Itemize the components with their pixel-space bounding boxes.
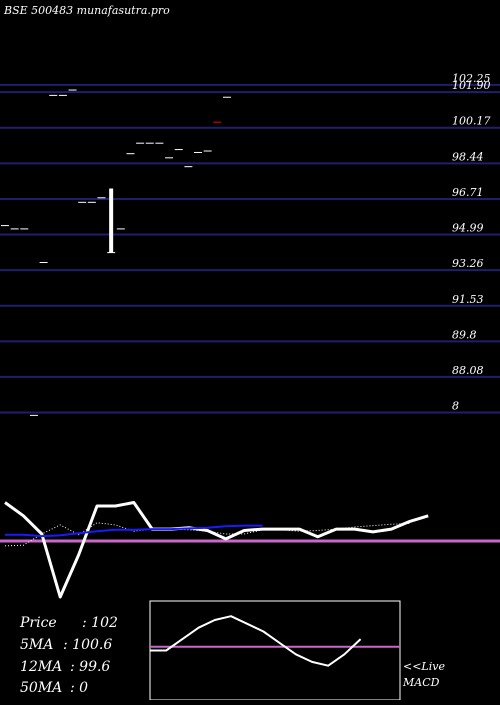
legend-ma50-value: : 0 <box>70 680 88 696</box>
ma-legend: Price : 102 5MA : 100.6 12MA : 99.6 50MA… <box>19 615 118 696</box>
legend-price-label: Price <box>19 615 57 631</box>
moving-average-panel <box>0 501 500 599</box>
y-axis-label: 93.26 <box>452 257 484 270</box>
chart-title: BSE 500483 munafasutra.pro <box>3 4 170 17</box>
legend-ma5-label: 5MA <box>20 637 53 653</box>
price-candles <box>1 89 231 416</box>
y-axis-label: 8 <box>452 399 459 412</box>
legend-ma50-label: 50MA <box>20 680 62 696</box>
y-axis-label: 94.99 <box>452 221 484 234</box>
macd-label-live: <<Live <box>403 660 445 673</box>
macd-label-macd: MACD <box>402 676 440 689</box>
macd-lines <box>150 615 400 667</box>
y-axis-label: 96.71 <box>452 186 484 199</box>
macd-panel: <<Live MACD <box>149 600 445 701</box>
legend-ma5-value: : 100.6 <box>63 637 112 653</box>
y-axis-label: 98.44 <box>452 150 484 163</box>
y-axis-label: 88.08 <box>452 364 484 377</box>
legend-ma12-value: : 99.6 <box>70 659 110 675</box>
price-line <box>4 501 429 599</box>
price-gridlines <box>0 83 500 414</box>
y-axis-label: 100.17 <box>452 115 491 128</box>
macd-box <box>149 600 401 701</box>
legend-price-value: : 102 <box>82 615 118 631</box>
y-axis-label: 102.25 <box>452 72 491 85</box>
y-axis-label: 89.8 <box>452 328 477 341</box>
y-axis-label: 101.90 <box>452 79 491 92</box>
y-axis-label: 91.53 <box>452 293 484 306</box>
candle-body <box>109 188 114 253</box>
ma_long-line <box>5 524 263 538</box>
macd-line <box>150 615 362 667</box>
legend-ma12-label: 12MA <box>20 659 62 675</box>
